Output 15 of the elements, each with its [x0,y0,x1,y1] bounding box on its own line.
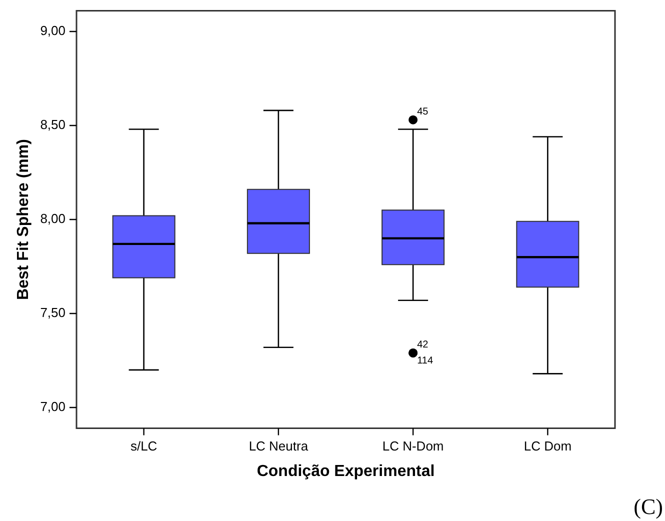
y-axis-title: Best Fit Sphere (mm) [15,139,32,300]
x-tick-label: s/LC [130,438,158,454]
annotation: 42 [417,340,429,351]
annotation: 45 [417,106,429,118]
x-tick-label: LC N-Dom [382,438,444,454]
y-tick-label: 7,50 [40,305,66,320]
y-tick-label: 7,00 [40,399,66,414]
y-tick-label: 9,00 [40,23,66,38]
x-tick-label: LC Dom [524,438,572,454]
x-axis-title: Condição Experimental [256,462,435,480]
text: (C) [634,494,663,519]
y-tick-label: 8,50 [40,117,66,132]
x-tick-label: LC Neutra [248,438,309,454]
annotation: 114 [417,356,434,367]
y-tick-label: 8,00 [40,211,66,226]
